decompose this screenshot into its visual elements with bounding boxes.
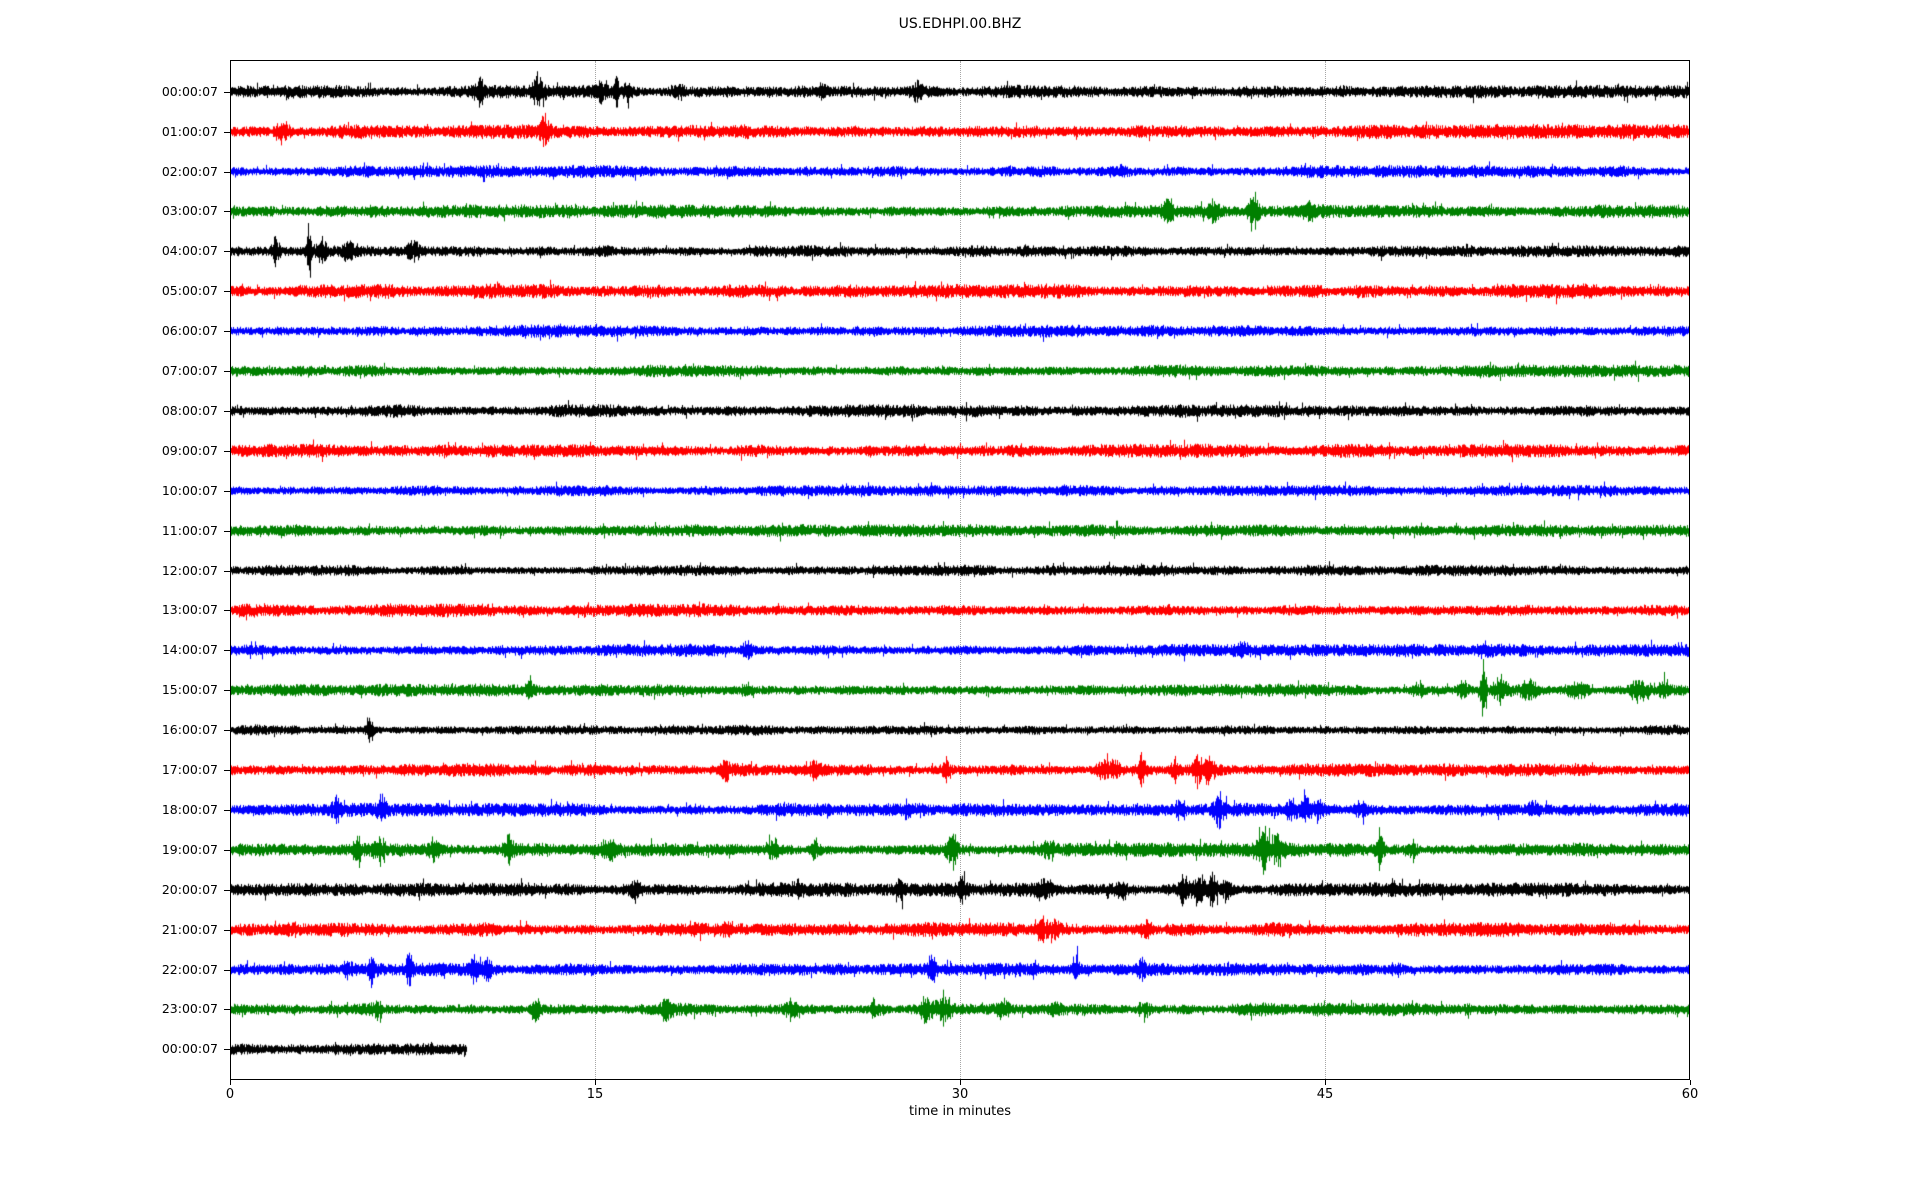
row-label: 05:00:07: [161, 283, 218, 299]
row-label: 15:00:07: [161, 682, 218, 698]
row-label: 06:00:07: [161, 323, 218, 339]
x-tick: [1690, 1080, 1691, 1085]
plot-area: [230, 60, 1690, 1081]
row-label: 03:00:07: [161, 203, 218, 219]
y-tick: [224, 1009, 230, 1011]
row-label: 11:00:07: [161, 522, 218, 538]
row-label: 04:00:07: [161, 243, 218, 259]
x-tick: [960, 1080, 961, 1085]
y-tick: [224, 610, 230, 612]
row-label: 07:00:07: [161, 363, 218, 378]
row-label: 16:00:07: [161, 722, 218, 738]
x-tick-label: 45: [1316, 1087, 1334, 1102]
seismic-trace-canvas: [231, 61, 1689, 1079]
y-tick: [224, 889, 230, 891]
y-tick: [224, 530, 230, 532]
row-label: 08:00:07: [161, 402, 218, 418]
row-label: 19:00:07: [161, 841, 218, 857]
x-axis-label: time in minutes: [908, 1104, 1012, 1119]
x-tick: [595, 1080, 596, 1085]
row-label: 18:00:07: [161, 801, 218, 817]
row-label: 21:00:07: [161, 921, 218, 937]
y-tick: [224, 969, 230, 971]
row-label: 00:00:07: [161, 83, 218, 99]
y-tick: [224, 770, 230, 771]
y-tick: [224, 91, 230, 93]
row-label: 23:00:07: [161, 1001, 218, 1017]
row-label: 09:00:07: [161, 442, 218, 458]
y-tick: [224, 371, 230, 372]
x-tick-label: 0: [225, 1087, 235, 1102]
y-tick: [224, 490, 230, 492]
x-tick-label: 15: [586, 1087, 604, 1102]
row-label: 20:00:07: [161, 881, 218, 897]
row-label: 02:00:07: [161, 163, 218, 179]
row-label: 12:00:07: [161, 562, 218, 578]
y-tick: [224, 410, 230, 412]
row-label: 13:00:07: [161, 602, 218, 618]
y-tick: [224, 331, 230, 333]
x-tick: [1325, 1080, 1326, 1085]
y-tick: [224, 849, 230, 851]
row-label: 00:00:07: [161, 1041, 218, 1057]
y-tick: [224, 251, 230, 253]
y-tick: [224, 650, 230, 652]
y-tick: [224, 690, 230, 692]
y-tick: [224, 929, 230, 931]
y-tick: [224, 570, 230, 572]
x-tick-label: 30: [951, 1087, 969, 1102]
y-tick: [224, 450, 230, 452]
row-label: 01:00:07: [161, 123, 218, 139]
row-label: 22:00:07: [161, 961, 218, 977]
chart-title: US.EDHPI.00.BHZ: [898, 16, 1022, 32]
x-tick: [230, 1080, 231, 1085]
y-tick: [224, 211, 230, 213]
row-label: 14:00:07: [161, 642, 218, 658]
y-tick: [224, 171, 230, 173]
x-tick-label: 60: [1681, 1087, 1699, 1102]
y-tick: [224, 291, 230, 293]
y-tick: [224, 809, 230, 811]
y-tick: [224, 1049, 230, 1051]
y-tick: [224, 730, 230, 732]
row-label: 17:00:07: [161, 762, 218, 777]
row-label: 10:00:07: [161, 482, 218, 498]
y-tick: [224, 131, 230, 133]
